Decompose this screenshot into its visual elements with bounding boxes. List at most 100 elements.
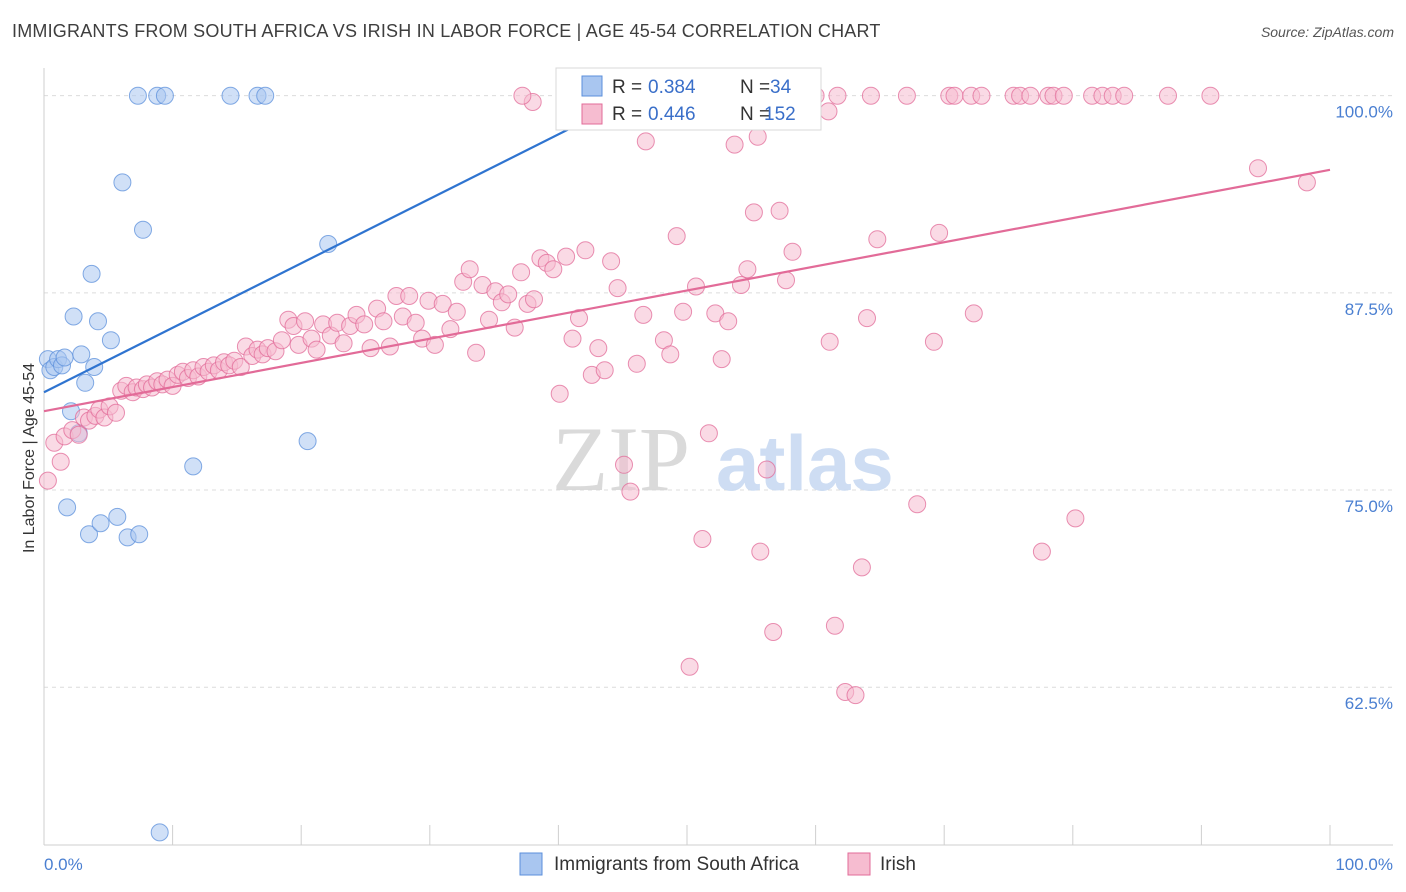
irish-point — [770, 201, 789, 220]
south-africa-point — [298, 432, 317, 451]
irish-point — [699, 424, 718, 443]
irish-point — [1249, 159, 1267, 178]
south-africa-point — [91, 514, 110, 533]
series-irish-points — [38, 86, 1316, 705]
irish-point — [1159, 86, 1177, 105]
irish-point — [589, 339, 608, 358]
irish-point — [828, 86, 847, 105]
south-africa-point — [108, 507, 127, 526]
irish-point — [570, 309, 588, 328]
south-africa-point — [72, 345, 91, 364]
irish-point — [738, 260, 757, 279]
south-africa-point — [184, 457, 203, 476]
irish-point — [783, 242, 802, 261]
legend-swatch-south-africa — [519, 852, 543, 876]
irish-point — [825, 616, 844, 635]
irish-point — [719, 312, 738, 331]
irish-point — [908, 495, 927, 514]
irish-point — [757, 460, 776, 479]
irish-point — [231, 358, 250, 376]
irish-point — [467, 343, 486, 362]
irish-point — [764, 623, 783, 641]
irish-point — [406, 313, 425, 332]
irish-point — [447, 302, 466, 321]
south-africa-point — [82, 264, 101, 283]
south-africa-point — [80, 525, 98, 544]
irish-point — [425, 335, 444, 354]
irish-point — [433, 294, 452, 313]
irish-point — [460, 260, 479, 279]
y-tick-label: 62.5% — [1345, 694, 1393, 713]
south-africa-point — [113, 173, 132, 192]
y-tick-label: 87.5% — [1345, 300, 1393, 319]
irish-point — [296, 312, 315, 331]
irish-point — [334, 334, 353, 353]
irish-point — [897, 86, 916, 105]
south-africa-point — [58, 498, 77, 517]
irish-point — [544, 260, 563, 279]
irish-point — [400, 287, 419, 305]
irish-point — [576, 241, 595, 260]
irish-point — [751, 542, 770, 561]
irish-point — [667, 227, 686, 246]
stats-n-value-1: 34 — [770, 77, 792, 98]
watermark: ZIP atlas — [552, 408, 894, 510]
irish-point — [930, 223, 949, 242]
irish-point — [107, 403, 125, 422]
irish-point — [355, 315, 374, 334]
irish-point — [1297, 173, 1316, 192]
irish-point — [602, 252, 621, 271]
stats-r-label-1: R = — [612, 77, 642, 98]
south-africa-point — [221, 86, 240, 105]
legend-label-irish: Irish — [880, 854, 916, 875]
stats-swatch-irish — [581, 103, 603, 125]
stats-n-label-2: N = — [740, 104, 770, 125]
irish-point — [748, 127, 767, 146]
irish-point — [846, 686, 865, 705]
irish-point — [725, 135, 744, 154]
irish-point — [636, 132, 655, 151]
south-africa-point — [155, 86, 174, 105]
irish-point — [680, 657, 699, 676]
irish-point — [608, 279, 627, 298]
south-africa-point — [76, 373, 95, 392]
irish-point — [38, 471, 57, 490]
stats-swatch-south-africa — [581, 75, 603, 97]
irish-point — [1032, 542, 1051, 561]
irish-point — [868, 230, 887, 249]
watermark-atlas: atlas — [716, 419, 894, 507]
irish-point — [744, 203, 763, 222]
irish-point — [972, 86, 991, 105]
south-africa-point — [64, 307, 83, 326]
irish-point — [525, 290, 543, 309]
irish-point — [615, 455, 633, 474]
south-africa-point — [89, 312, 107, 331]
irish-point — [307, 340, 326, 359]
stats-r-label-2: R = — [612, 104, 642, 125]
irish-point — [819, 102, 838, 121]
irish-point — [1115, 86, 1134, 105]
irish-point — [693, 530, 712, 548]
stats-legend: R = 0.384 N = 34 R = 0.446 N = 152 — [555, 67, 822, 131]
y-tick-label: 75.0% — [1345, 497, 1393, 516]
chart-source: Source: ZipAtlas.com — [1260, 24, 1394, 40]
irish-point — [550, 384, 569, 403]
south-africa-point — [256, 86, 275, 105]
south-africa-point — [134, 220, 152, 239]
irish-point — [69, 425, 88, 444]
irish-point — [627, 354, 646, 373]
legend-swatch-irish — [847, 852, 871, 876]
x-tick-label-min: 0.0% — [44, 855, 83, 874]
irish-point — [272, 331, 291, 350]
chart-title: IMMIGRANTS FROM SOUTH AFRICA VS IRISH IN… — [12, 21, 881, 41]
irish-point — [513, 86, 532, 105]
irish-point — [674, 302, 693, 321]
irish-point — [621, 482, 640, 501]
irish-point — [1021, 86, 1040, 105]
irish-point — [499, 285, 518, 304]
irish-trend-line — [43, 168, 1331, 413]
series-south-africa-points — [38, 86, 636, 842]
irish-point — [945, 86, 964, 105]
irish-point — [712, 350, 731, 369]
